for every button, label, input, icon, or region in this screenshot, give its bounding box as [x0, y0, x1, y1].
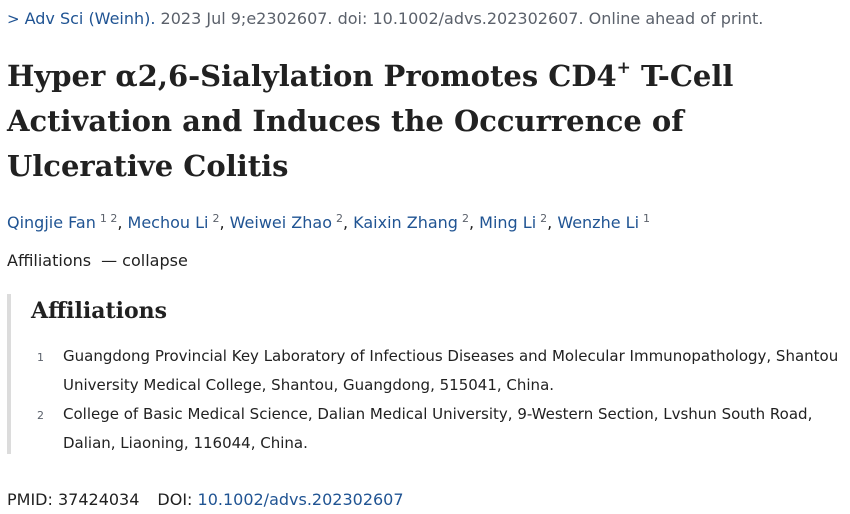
affiliations-toggle-row: Affiliations — collapse: [7, 249, 188, 273]
identifiers-row: PMID: 37424034 DOI: 10.1002/advs.20230260…: [7, 489, 404, 511]
pmid-value: 37424034: [57, 490, 140, 509]
author-affiliation-sup[interactable]: 2: [540, 212, 548, 225]
author-name-link[interactable]: Mechou Li: [127, 213, 209, 232]
author-item: Wenzhe Li 1: [557, 212, 651, 232]
pmid-label: PMID:: [7, 490, 58, 509]
affiliation-item: 2 College of Basic Medical Science, Dali…: [37, 400, 849, 458]
author-item: Weiwei Zhao 2: [229, 212, 343, 232]
chevron-right-icon[interactable]: >: [7, 10, 20, 28]
collapse-affiliations-button[interactable]: — collapse: [101, 251, 188, 270]
author-name-link[interactable]: Weiwei Zhao: [229, 213, 332, 232]
author-affiliation-sup[interactable]: 2: [461, 212, 469, 225]
citation-details: 2023 Jul 9;e2302607. doi: 10.1002/advs.2…: [155, 9, 764, 28]
affiliations-heading: Affiliations: [31, 298, 168, 324]
doi-label: DOI:: [157, 490, 198, 509]
doi-link[interactable]: 10.1002/advs.202302607: [197, 490, 404, 509]
journal-link[interactable]: Adv Sci (Weinh).: [24, 9, 156, 28]
author-affiliation-sup[interactable]: 2: [335, 212, 343, 225]
affiliation-text: Guangdong Provincial Key Laboratory of I…: [63, 347, 839, 394]
author-name-link[interactable]: Qingjie Fan: [7, 213, 96, 232]
author-name-link[interactable]: Wenzhe Li: [557, 213, 640, 232]
author-item: Ming Li 2: [479, 212, 548, 232]
article-title: Hyper α2,6-Sialylation Promotes CD4+ T-C…: [7, 54, 843, 189]
affiliations-panel: Affiliations 1 Guangdong Provincial Key …: [7, 294, 850, 454]
affiliation-number: 2: [37, 409, 44, 422]
author-item: Qingjie Fan 1 2: [7, 212, 118, 232]
title-part-2: T-Cell Activation and Induces the Occurr…: [7, 59, 734, 183]
affiliations-list: 1 Guangdong Provincial Key Laboratory of…: [37, 342, 849, 458]
affiliation-text: College of Basic Medical Science, Dalian…: [63, 405, 813, 452]
author-affiliation-sup[interactable]: 1 2: [99, 212, 118, 225]
author-list: Qingjie Fan 1 2, Mechou Li 2, Weiwei Zhao 2…: [7, 212, 651, 232]
author-name-link[interactable]: Kaixin Zhang: [353, 213, 458, 232]
author-name-link[interactable]: Ming Li: [479, 213, 537, 232]
author-affiliation-sup[interactable]: 2: [212, 212, 220, 225]
citation-line: > Adv Sci (Weinh). 2023 Jul 9;e2302607. d…: [7, 8, 763, 30]
title-part-1: Hyper α2,6-Sialylation Promotes CD4: [7, 59, 617, 93]
author-affiliation-sup[interactable]: 1: [643, 212, 651, 225]
affiliation-item: 1 Guangdong Provincial Key Laboratory of…: [37, 342, 849, 400]
title-superscript: +: [616, 58, 631, 78]
author-item: Mechou Li 2: [127, 212, 220, 232]
affiliations-toggle-label: Affiliations: [7, 251, 92, 270]
author-item: Kaixin Zhang 2: [353, 212, 469, 232]
affiliation-number: 1: [37, 351, 44, 364]
